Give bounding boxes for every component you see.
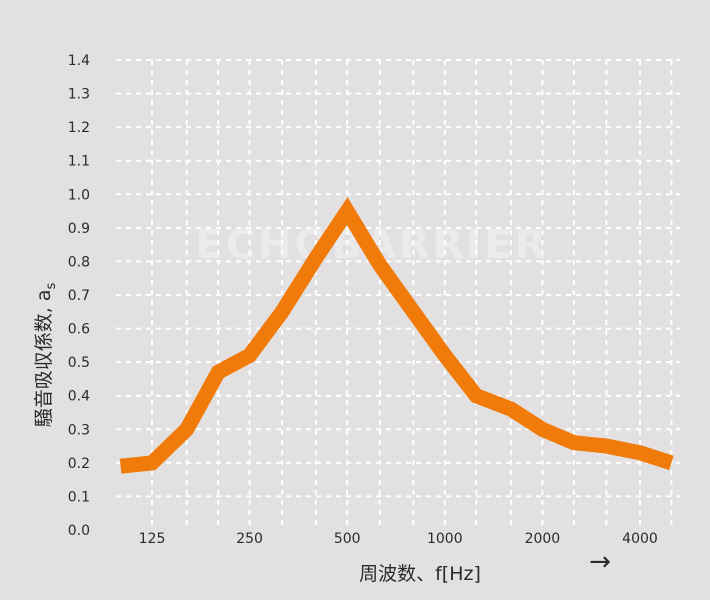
x-axis-title: 周波数、f[Hz] [359,563,481,585]
y-tick-label: 1.2 [68,120,90,136]
y-tick-label: 0.2 [68,456,90,472]
y-axis-title: 騒音吸収係数, as [33,283,59,428]
y-tick-label: 0.3 [68,422,90,438]
y-axis-title-subscript: s [44,283,59,290]
y-tick-label: 0.5 [68,355,90,371]
x-tick-label: 1000 [427,531,463,547]
series-line [119,197,674,474]
x-tick-label: 125 [139,531,166,547]
x-tick-label: 4000 [622,531,658,547]
x-tick-label: 250 [236,531,263,547]
y-tick-label: 0.7 [68,288,90,304]
y-tick-label: 0.1 [68,489,90,505]
grid [116,59,680,526]
y-tick-label: 0.9 [68,221,90,237]
y-tick-label: 0.6 [68,322,90,338]
y-axis-ticks: 0.0 0.1 0.2 0.3 0.4 0.5 0.6 0.7 0.8 0.9 1.0 1.1 1.2 1… [68,53,90,539]
series-layer [119,197,674,474]
y-tick-label: 0.0 [68,523,90,539]
y-tick-label: 0.8 [68,254,90,270]
y-tick-label: 1.1 [68,154,90,170]
x-axis-arrow: → [589,547,611,577]
y-tick-label: 1.0 [68,187,90,203]
x-tick-label: 2000 [525,531,561,547]
y-tick-label: 1.3 [68,87,90,103]
y-tick-label: 1.4 [68,53,90,69]
x-tick-label: 500 [334,531,361,547]
y-tick-label: 0.4 [68,389,90,405]
x-axis-ticks: 125 250 500 1000 2000 4000 [139,531,658,547]
